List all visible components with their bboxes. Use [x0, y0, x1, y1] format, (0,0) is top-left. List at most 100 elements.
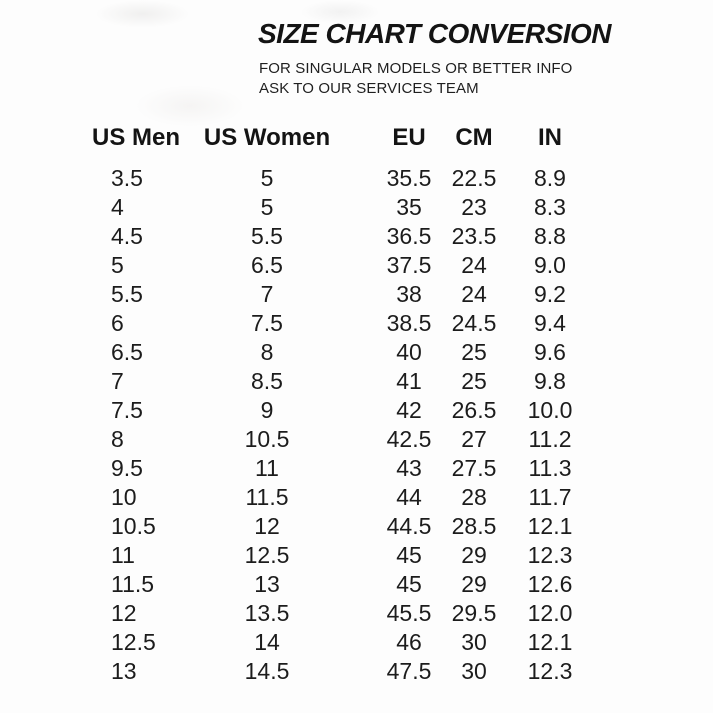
table-cell: 6 — [111, 310, 124, 336]
table-cell: 47.5 — [386, 658, 432, 684]
table-cell: 45.5 — [386, 600, 432, 626]
table-cell: 12 — [111, 600, 137, 626]
table-cell: 38.5 — [386, 310, 432, 336]
table-cell: 45 — [396, 571, 422, 597]
table-cell: 27.5 — [451, 455, 497, 481]
table-cell: 28 — [461, 484, 487, 510]
table-row: 11.5 13 45 29 12.6 — [90, 570, 592, 599]
page-subtitle: FOR SINGULAR MODELS OR BETTER INFO ASK T… — [259, 59, 611, 100]
table-cell: 5.5 — [111, 281, 143, 307]
subtitle-line-1: FOR SINGULAR MODELS OR BETTER INFO — [259, 60, 573, 77]
column-header-eu: EU — [392, 124, 426, 151]
table-cell: 9 — [260, 397, 274, 423]
table-cell: 9.6 — [534, 339, 566, 365]
table-cell: 12.6 — [527, 571, 573, 597]
table-row: 7.5 9 42 26.5 10.0 — [90, 396, 592, 425]
table-cell: 24 — [461, 252, 487, 278]
table-cell: 9.2 — [534, 281, 566, 307]
table-cell: 12.5 — [111, 629, 156, 655]
table-row: 6.5 8 40 25 9.6 — [90, 338, 592, 367]
table-cell: 35.5 — [386, 165, 432, 191]
table-cell: 12.3 — [527, 542, 573, 568]
table-cell: 10.0 — [527, 397, 573, 423]
table-row: 6 7.5 38.5 24.5 9.4 — [90, 309, 592, 338]
table-row: 11 12.5 45 29 12.3 — [90, 541, 592, 570]
table-cell: 8.3 — [534, 194, 566, 220]
table-cell: 12.5 — [244, 542, 290, 568]
table-cell: 42 — [396, 397, 422, 423]
table-cell: 8 — [111, 426, 124, 452]
table-cell: 11.3 — [528, 455, 572, 481]
subtitle-line-2: ASK TO OUR SERVICES TEAM — [259, 80, 479, 98]
table-cell: 30 — [461, 629, 487, 655]
table-cell: 29 — [461, 571, 487, 597]
table-cell: 9.0 — [534, 252, 566, 278]
table-cell: 3.5 — [111, 165, 143, 191]
table-cell: 14.5 — [244, 658, 290, 684]
table-cell: 12 — [254, 513, 280, 539]
table-cell: 11.7 — [528, 484, 572, 510]
column-header-cm: CM — [455, 124, 493, 151]
table-cell: 11 — [255, 455, 279, 481]
table-cell: 11 — [111, 542, 135, 568]
table-cell: 44.5 — [386, 513, 432, 539]
table-cell: 5 — [260, 194, 274, 220]
table-cell: 28.5 — [451, 513, 497, 539]
table-cell: 11.5 — [245, 484, 289, 510]
table-row: 13 14.5 47.5 30 12.3 — [90, 657, 592, 686]
table-cell: 23 — [461, 194, 487, 220]
table-cell: 45 — [396, 542, 422, 568]
table-cell: 22.5 — [451, 165, 497, 191]
table-row: 10 11.5 44 28 11.7 — [90, 483, 592, 512]
table-cell: 9.8 — [534, 368, 566, 394]
column-header-in: IN — [538, 124, 562, 151]
table-row: 4.5 5.5 36.5 23.5 8.8 — [90, 222, 592, 251]
table-row: 9.5 11 43 27.5 11.3 — [90, 454, 592, 483]
table-cell: 6.5 — [251, 252, 283, 278]
table-cell: 26.5 — [451, 397, 497, 423]
table-cell: 23.5 — [451, 223, 497, 249]
table-cell: 42.5 — [386, 426, 432, 452]
table-cell: 4.5 — [111, 223, 143, 249]
table-row: 4 5 35 23 8.3 — [90, 193, 592, 222]
table-row: 10.5 12 44.5 28.5 12.1 — [90, 512, 592, 541]
table-cell: 6.5 — [111, 339, 143, 365]
table-cell: 12.1 — [527, 629, 573, 655]
table-cell: 13 — [111, 658, 137, 684]
size-table-body: 3.5 5 35.5 22.5 8.9 4 5 35 23 8.3 4.5 5.5 36.5 23.5 8.… — [90, 164, 592, 686]
table-row: 5.5 7 38 24 9.2 — [90, 280, 592, 309]
column-header-us-women: US Women — [203, 124, 331, 151]
table-cell: 8.5 — [251, 368, 283, 394]
size-conversion-table: US Men US Women EU CM IN 3.5 5 35.5 22.5 8.9 4 5 35… — [90, 114, 592, 686]
table-cell: 41 — [396, 368, 422, 394]
table-cell: 46 — [396, 629, 422, 655]
column-header-us-men: US Men — [92, 124, 181, 151]
table-cell: 27 — [461, 426, 487, 452]
page-title: SIZE CHART CONVERSION — [258, 18, 612, 49]
table-cell: 11.2 — [528, 426, 572, 452]
table-cell: 8 — [260, 339, 274, 365]
table-cell: 12.0 — [527, 600, 573, 626]
table-cell: 12.1 — [527, 513, 573, 539]
table-cell: 29.5 — [451, 600, 497, 626]
table-row: 12 13.5 45.5 29.5 12.0 — [90, 599, 592, 628]
table-row: 5 6.5 37.5 24 9.0 — [90, 251, 592, 280]
table-cell: 25 — [461, 339, 487, 365]
table-cell: 13 — [254, 571, 280, 597]
table-cell: 44 — [396, 484, 422, 510]
table-cell: 37.5 — [386, 252, 432, 278]
table-cell: 7.5 — [251, 310, 283, 336]
table-cell: 7.5 — [111, 397, 143, 423]
table-row: 8 10.5 42.5 27 11.2 — [90, 425, 592, 454]
table-cell: 9.4 — [534, 310, 566, 336]
table-cell: 29 — [461, 542, 487, 568]
table-cell: 8.9 — [534, 165, 566, 191]
header-block: SIZE CHART CONVERSION FOR SINGULAR MODEL… — [258, 18, 612, 100]
table-cell: 7 — [260, 281, 274, 307]
table-cell: 43 — [396, 455, 422, 481]
table-cell: 35 — [396, 194, 422, 220]
table-cell: 36.5 — [386, 223, 432, 249]
table-cell: 38 — [396, 281, 422, 307]
table-row: 7 8.5 41 25 9.8 — [90, 367, 592, 396]
